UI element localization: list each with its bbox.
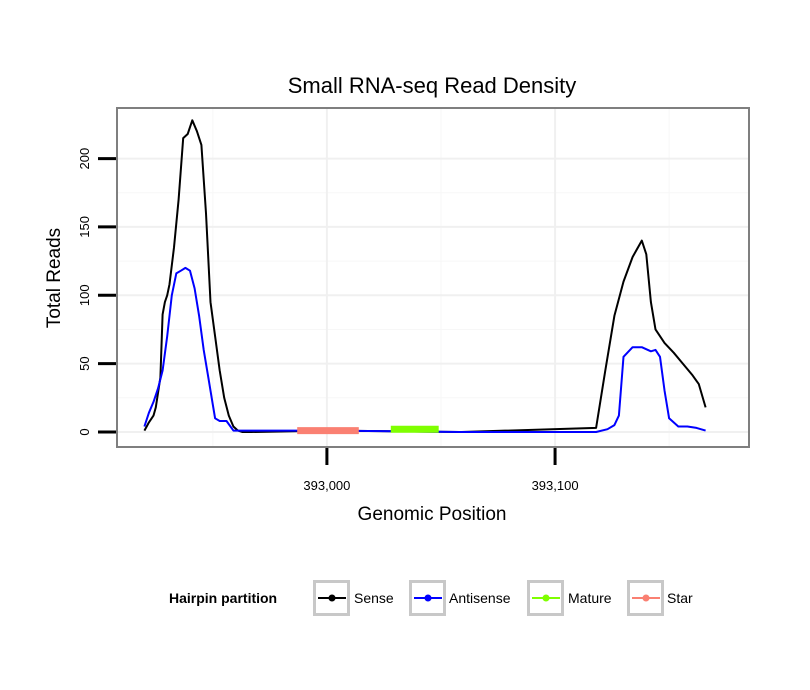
legend-label: Antisense [449, 590, 511, 606]
legend-item-star: Star [627, 580, 693, 616]
legend: Hairpin partition Sense Antisense Mature St… [169, 580, 693, 616]
y-tick-label: 50 [77, 356, 92, 370]
panel-border [116, 107, 750, 448]
legend-key-point [424, 594, 432, 602]
y-tick-label: 150 [77, 216, 92, 238]
grid [117, 108, 749, 447]
y-axis-label: Total Reads [44, 228, 65, 328]
x-tick-label: 393,100 [532, 478, 579, 493]
y-tick-label: 100 [77, 284, 92, 306]
series-layer [143, 119, 707, 435]
chart-title: Small RNA-seq Read Density [288, 73, 577, 98]
y-tick-label: 0 [77, 428, 92, 435]
series-line-sense [143, 119, 707, 433]
legend-label: Mature [568, 590, 612, 606]
x-tick-label: 393,000 [303, 478, 350, 493]
series-line-antisense [143, 266, 706, 433]
legend-key-point [542, 594, 550, 602]
legend-item-mature: Mature [527, 580, 612, 616]
legend-label: Sense [354, 590, 394, 606]
y-axis: 0 50 100 150 200 [77, 148, 116, 436]
legend-key-point [642, 594, 650, 602]
legend-item-sense: Sense [313, 580, 394, 616]
x-axis: 393,000 393,100 [303, 448, 579, 493]
legend-item-antisense: Antisense [409, 580, 511, 616]
y-tick-label: 200 [77, 148, 92, 170]
legend-key-point [328, 594, 336, 602]
plot-panel [116, 107, 750, 448]
legend-key-box [527, 580, 564, 616]
legend-title: Hairpin partition [169, 590, 277, 606]
legend-label: Star [667, 590, 693, 606]
x-axis-label: Genomic Position [358, 504, 507, 525]
